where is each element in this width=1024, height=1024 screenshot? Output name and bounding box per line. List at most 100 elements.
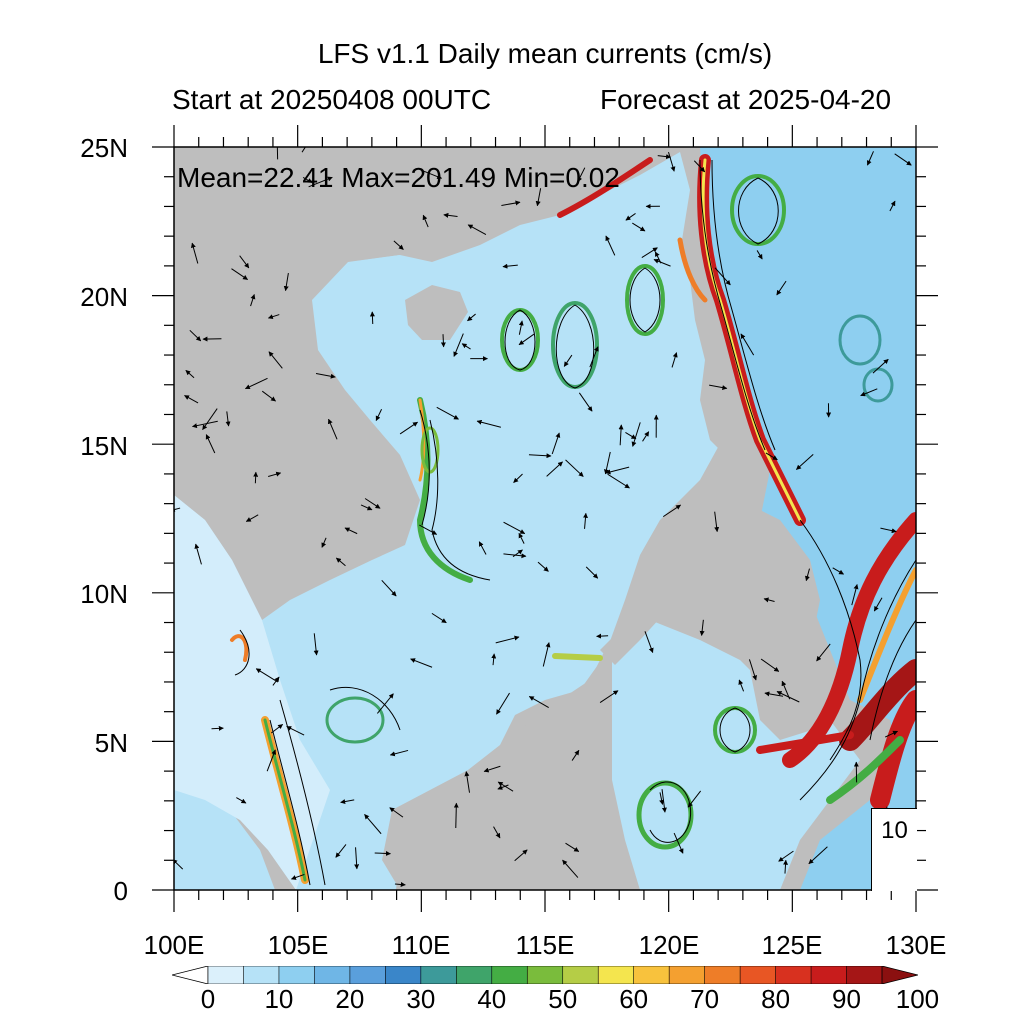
vector-arrow (513, 473, 523, 483)
vector-arrow (796, 454, 814, 470)
vector-arrow (673, 832, 684, 854)
colorbar-label: 50 (548, 984, 578, 1014)
vector-arrow (578, 392, 593, 412)
vector-arrow (653, 258, 671, 267)
vector-arrow (461, 343, 471, 350)
streamline (269, 719, 311, 886)
vector-arrow (231, 268, 248, 280)
vector-arrow (804, 568, 810, 582)
vector-arrow (483, 765, 501, 773)
vector-arrow (419, 524, 438, 535)
vector-arrow (699, 619, 705, 636)
vector-arrow (618, 424, 624, 446)
vector-arrow (340, 799, 355, 804)
vector-arrow (542, 642, 551, 667)
vector-arrow (563, 354, 573, 367)
lat-tick-15n: 15N (80, 431, 128, 461)
vector-arrow (190, 242, 199, 264)
vector-arrow (255, 668, 279, 683)
vector-arrow (816, 643, 831, 662)
colorbar-swatch (668, 966, 706, 984)
vector-arrow (872, 358, 889, 374)
current-vectors (174, 147, 912, 887)
lon-tick-125e: 125E (761, 930, 823, 960)
land-mindanao (750, 650, 830, 740)
vector-arrow (832, 567, 845, 575)
colorbar-swatch (739, 966, 777, 984)
colorbar-swatch (456, 966, 493, 984)
vector-arrow (389, 749, 409, 757)
colorbar-label: 70 (690, 984, 720, 1014)
streamline (799, 559, 916, 801)
vector-arrow (577, 167, 586, 183)
reference-vector-box: 10 (871, 808, 917, 891)
vector-arrow (851, 584, 859, 606)
vector-arrow (668, 151, 676, 172)
vector-arrow (389, 807, 404, 818)
colorbar-swatch (243, 966, 280, 984)
vector-arrow (778, 850, 794, 862)
vector-arrow (493, 826, 501, 839)
colorbar-label: 60 (619, 984, 649, 1014)
vector-arrow (431, 612, 447, 624)
colorbar-label: 80 (761, 984, 791, 1014)
vector-arrow (537, 561, 549, 572)
vector-arrow (313, 633, 319, 656)
streamline (419, 409, 430, 526)
colorbar-swatch (810, 966, 848, 984)
sea-area-south-china-sea (174, 152, 730, 890)
vector-arrow (514, 849, 528, 862)
colorbar-swatch (597, 966, 635, 984)
vector-arrow (599, 690, 619, 704)
vector-arrow (866, 151, 874, 166)
vector-arrow (354, 847, 360, 870)
vector-arrow (518, 320, 524, 335)
vector-arrow (476, 419, 501, 428)
vector-arrow (267, 314, 280, 320)
vector-arrow (776, 280, 787, 296)
vector-arrow (301, 147, 306, 153)
sea-area-celebes (612, 620, 860, 890)
start-time-label: Start at 20250408 00UTC (172, 84, 492, 115)
vector-arrow (756, 250, 763, 260)
vector-arrow (478, 541, 487, 555)
vector-arrow (528, 453, 552, 459)
land-borneo (396, 650, 640, 890)
colorbar-label: 40 (477, 984, 507, 1014)
streamline (869, 619, 916, 741)
vector-arrow (315, 372, 336, 379)
vector-arrow (654, 251, 662, 264)
colorbar-swatch (349, 966, 387, 984)
vector-arrow (562, 859, 579, 878)
vector-arrow (440, 334, 446, 348)
reference-vector-label: 10 (881, 817, 908, 844)
vector-arrow (657, 154, 672, 160)
colorbar-swatch (420, 966, 458, 984)
sea-area-pacific (700, 147, 916, 890)
vector-arrow (421, 169, 443, 179)
vector-arrow (738, 679, 745, 692)
colorbar-swatch (562, 966, 600, 984)
colorbar-swatch (314, 966, 351, 984)
vector-arrow (436, 406, 459, 420)
vector-arrow (369, 311, 375, 324)
vector-arrow (268, 471, 282, 477)
colorbar-underflow (172, 966, 209, 984)
lon-tick-100e: 100E (143, 930, 205, 960)
colorbar-swatch (846, 966, 883, 984)
vector-arrow (283, 272, 289, 292)
vector-arrow (244, 377, 268, 390)
colorbar (172, 966, 918, 984)
vector-arrow (225, 411, 231, 427)
vector-arrow (808, 846, 828, 865)
lon-tick-105e: 105E (267, 930, 329, 960)
streamline (649, 781, 692, 843)
vector-arrow (512, 549, 523, 558)
vector-arrow (518, 532, 525, 544)
vector-arrow (364, 498, 381, 509)
vector-arrow (464, 771, 471, 793)
colorbar-label: 100 (895, 984, 940, 1014)
vector-arrow (873, 597, 883, 612)
vector-arrow (335, 844, 347, 858)
